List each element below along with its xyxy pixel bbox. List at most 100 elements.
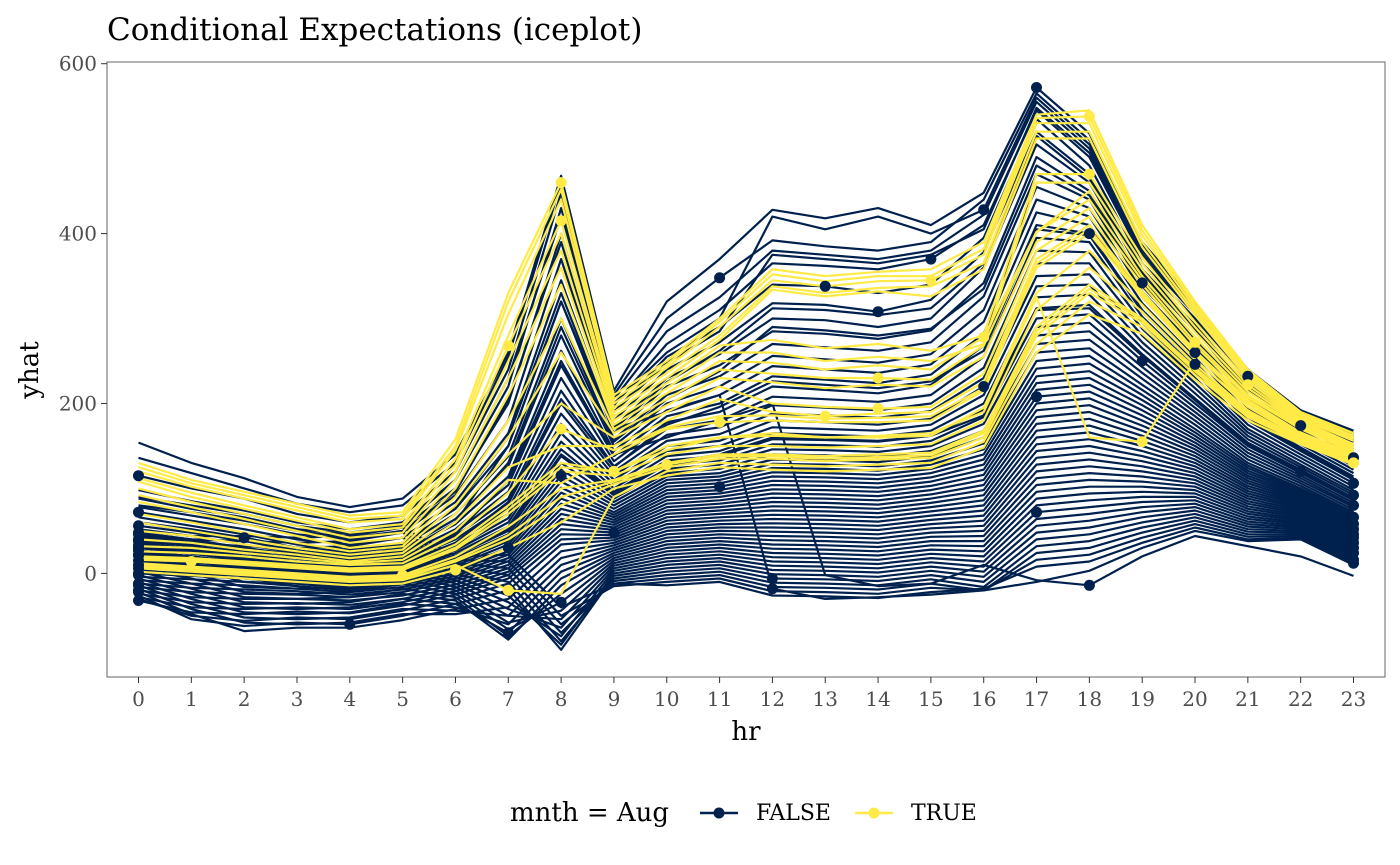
series-line-false-25 [138, 354, 1354, 589]
series-line-false-42 [138, 472, 1354, 641]
x-tick-label-10: 10 [654, 687, 679, 711]
series-point-false-45 [133, 559, 144, 571]
series-line-true-73 [138, 207, 1354, 556]
series-line-false-41 [138, 465, 1354, 634]
series-point-true-77 [555, 423, 567, 435]
series-point-false-62 [1189, 358, 1201, 370]
series-point-true-73 [1189, 336, 1201, 348]
series-point-true-82 [450, 564, 461, 576]
series-line-false-18 [138, 293, 1355, 577]
series-point-false-18 [1348, 489, 1359, 501]
series-point-false-61 [1136, 277, 1148, 289]
series-point-true-84 [1348, 457, 1359, 469]
x-tick-label-23: 23 [1341, 687, 1366, 711]
series-line-true-69 [138, 173, 1354, 539]
series-line-false-31 [138, 397, 1354, 602]
y-tick-label-400: 400 [59, 222, 97, 246]
chart-title: Conditional Expectations (iceplot) [107, 12, 642, 48]
series-point-false-60 [1295, 420, 1307, 432]
series-point-true-75 [819, 410, 831, 422]
series-point-false-0 [1031, 82, 1042, 93]
series-point-false-47 [1031, 506, 1042, 518]
series-point-false-54 [133, 528, 144, 540]
series-markers [133, 82, 1359, 639]
y-axis: 0 200 400 600 [59, 52, 107, 585]
series-line-false-35 [138, 424, 1354, 623]
series-point-true-80 [397, 569, 409, 581]
legend: mnth = Aug FALSE TRUE [510, 798, 977, 828]
series-point-false-30 [1031, 391, 1042, 403]
x-tick-label-15: 15 [918, 687, 943, 711]
x-tick-label-21: 21 [1235, 687, 1260, 711]
x-tick-label-19: 19 [1129, 687, 1154, 711]
x-tick-label-9: 9 [608, 687, 621, 711]
series-point-false-2 [133, 470, 144, 482]
series-point-false-6 [133, 506, 144, 518]
series-line-true-77 [138, 228, 1354, 567]
x-axis: 0 1 2 3 4 5 6 7 8 9 10 11 12 13 14 15 16 17 18 19 20 21 22 23 [132, 677, 1366, 711]
x-tick-label-14: 14 [865, 687, 890, 711]
x-tick-label-13: 13 [813, 687, 838, 711]
series-line-true-71 [138, 190, 1354, 550]
series-point-false-10 [1189, 347, 1201, 358]
series-point-false-56 [766, 583, 778, 595]
series-line-false-33 [138, 410, 1354, 611]
series-point-false-14 [1348, 477, 1359, 489]
series-point-false-42 [133, 569, 144, 581]
series-point-false-36 [344, 618, 356, 630]
x-tick-label-11: 11 [707, 687, 732, 711]
series-point-false-8 [238, 532, 250, 544]
series-point-false-44 [555, 596, 567, 608]
series-point-false-22 [1348, 499, 1359, 511]
x-tick-label-16: 16 [971, 687, 996, 711]
series-line-true-70 [138, 181, 1354, 544]
series-line-false-38 [138, 444, 1354, 626]
series-point-true-65 [1083, 110, 1095, 122]
x-tick-label-2: 2 [238, 687, 251, 711]
series-point-false-23 [555, 470, 567, 482]
series-point-true-83 [1136, 436, 1148, 448]
series-line-false-40 [138, 458, 1354, 626]
legend-label-false: FALSE [756, 801, 831, 826]
series-point-true-81 [502, 584, 514, 596]
series-point-false-58 [978, 204, 990, 216]
series-point-false-1 [714, 272, 726, 284]
series-line-true-85 [138, 287, 1354, 580]
series-point-true-64 [555, 177, 567, 189]
x-tick-label-5: 5 [396, 687, 409, 711]
x-axis-title: hr [731, 717, 761, 747]
legend-title: mnth = Aug [510, 798, 669, 828]
series-line-true-82 [138, 313, 1354, 587]
x-tick-label-17: 17 [1024, 687, 1049, 711]
legend-label-true: TRUE [911, 801, 977, 826]
series-point-false-20 [1136, 355, 1148, 367]
series-line-true-72 [138, 198, 1354, 553]
x-tick-label-4: 4 [343, 687, 356, 711]
series-point-false-34 [133, 595, 144, 606]
series-line-false-37 [138, 438, 1354, 633]
series-lines [138, 86, 1355, 651]
x-tick-label-20: 20 [1182, 687, 1207, 711]
series-line-true-66 [138, 122, 1354, 524]
x-tick-label-6: 6 [449, 687, 462, 711]
series-point-true-74 [872, 403, 884, 415]
legend-key-point-true [868, 807, 880, 819]
series-point-true-69 [1083, 168, 1095, 180]
series-point-false-59 [1242, 370, 1254, 382]
series-point-true-72 [872, 372, 884, 384]
series-line-true-76 [138, 232, 1354, 565]
x-tick-label-7: 7 [502, 687, 515, 711]
series-line-false-27 [138, 370, 1354, 592]
x-tick-label-3: 3 [291, 687, 304, 711]
series-point-true-76 [714, 416, 726, 428]
series-line-true-83 [138, 296, 1354, 572]
series-point-false-55 [1348, 557, 1359, 569]
series-line-false-57 [138, 359, 1354, 588]
x-tick-label-1: 1 [185, 687, 198, 711]
panel-border [106, 61, 1386, 678]
series-point-false-57 [1083, 579, 1095, 591]
legend-entries: FALSE TRUE [700, 801, 977, 826]
series-line-false-45 [138, 490, 1354, 624]
series-point-true-79 [185, 556, 197, 567]
